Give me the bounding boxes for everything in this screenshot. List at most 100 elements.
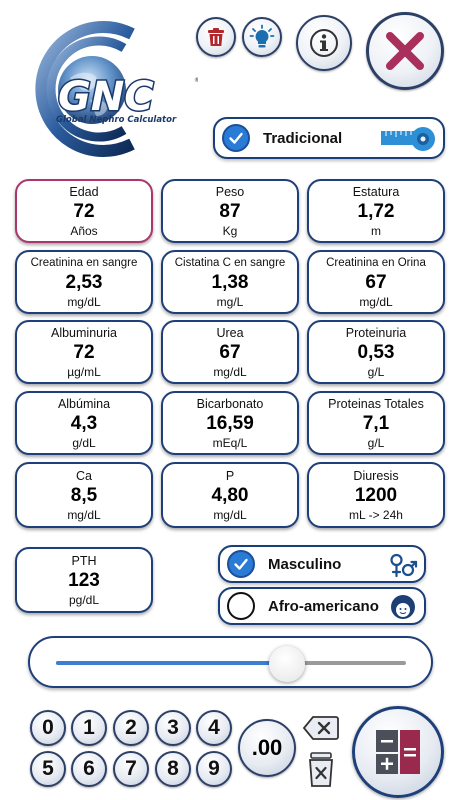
- logo-subtitle: Global Nephro Calculator: [56, 115, 177, 125]
- field-p[interactable]: P 4,80 mg/dL: [161, 462, 299, 528]
- field-estatura[interactable]: Estatura 1,72 m: [307, 179, 445, 243]
- field-unit: µg/mL: [67, 364, 101, 379]
- close-button[interactable]: [366, 12, 444, 90]
- key-2[interactable]: 2: [113, 710, 149, 746]
- field-value: 87: [219, 200, 241, 222]
- field-pth[interactable]: PTH 123 pg/dL: [15, 547, 153, 613]
- field-albuminuria[interactable]: Albuminuria 72 µg/mL: [15, 320, 153, 384]
- field-unit: g/L: [367, 364, 385, 379]
- field-edad[interactable]: Edad 72 Años: [15, 179, 153, 243]
- key-3[interactable]: 3: [155, 710, 191, 746]
- field-creatinina-sangre[interactable]: Creatinina en sangre 2,53 mg/dL: [15, 250, 153, 314]
- field-label: Creatinina en sangre: [30, 256, 138, 269]
- field-value: 123: [68, 569, 100, 591]
- field-unit: Años: [70, 223, 98, 238]
- field-value: 8,5: [70, 484, 98, 506]
- key-1[interactable]: 1: [71, 710, 107, 746]
- key-5[interactable]: 5: [30, 751, 66, 787]
- decimal-button[interactable]: .00: [238, 719, 296, 777]
- svg-text:®: ®: [194, 77, 198, 84]
- field-bicarbonato[interactable]: Bicarbonato 16,59 mEq/L: [161, 391, 299, 455]
- calculate-button[interactable]: [352, 706, 444, 798]
- clear-icon: [309, 752, 333, 787]
- field-label: Cistatina C en sangre: [174, 256, 286, 269]
- field-albumina[interactable]: Albúmina 4,3 g/dL: [15, 391, 153, 455]
- field-label: Estatura: [352, 184, 400, 199]
- field-value: 4,80: [211, 484, 249, 506]
- field-label: Peso: [215, 184, 245, 199]
- tradicional-toggle[interactable]: Tradicional: [213, 117, 445, 159]
- field-cistatina-c[interactable]: Cistatina C en sangre 1,38 mg/L: [161, 250, 299, 314]
- field-label: Diuresis: [353, 468, 399, 483]
- field-unit: mEq/L: [212, 435, 248, 450]
- field-value: 1,38: [211, 271, 249, 293]
- masculino-label: Masculino: [268, 555, 342, 573]
- tradicional-checkbox[interactable]: [222, 124, 250, 152]
- field-label: Creatinina en Orina: [326, 256, 426, 269]
- trash-icon: [208, 28, 224, 46]
- field-label: Albuminuria: [50, 325, 117, 340]
- field-value: 1,72: [357, 200, 395, 222]
- tips-button[interactable]: [242, 17, 282, 57]
- field-urea[interactable]: Urea 67 mg/dL: [161, 320, 299, 384]
- field-value: 2,53: [65, 271, 103, 293]
- field-value: 7,1: [362, 412, 390, 434]
- key-9[interactable]: 9: [196, 751, 232, 787]
- info-button[interactable]: [296, 15, 352, 71]
- backspace-icon: [303, 716, 339, 740]
- field-proteinuria[interactable]: Proteinuria 0,53 g/L: [307, 320, 445, 384]
- key-8[interactable]: 8: [155, 751, 191, 787]
- field-label: Bicarbonato: [196, 396, 264, 411]
- field-label: PTH: [71, 553, 97, 568]
- gender-icon: [390, 553, 418, 578]
- calculator-icon: [376, 730, 420, 774]
- backspace-button[interactable]: [302, 710, 340, 746]
- masculino-toggle[interactable]: Masculino: [218, 545, 426, 583]
- afro-americano-toggle[interactable]: Afro-americano: [218, 587, 426, 625]
- field-unit: mL -> 24h: [349, 507, 403, 522]
- field-unit: g/L: [367, 435, 385, 450]
- slider-thumb[interactable]: [269, 646, 305, 682]
- field-value: 72: [73, 341, 95, 363]
- field-value: 4,3: [70, 412, 98, 434]
- field-label: Edad: [69, 184, 99, 199]
- field-value: 67: [219, 341, 241, 363]
- masculino-checkbox[interactable]: [227, 550, 255, 578]
- key-4[interactable]: 4: [196, 710, 232, 746]
- lightbulb-icon: [249, 24, 275, 48]
- key-6[interactable]: 6: [71, 751, 107, 787]
- field-creatinina-orina[interactable]: Creatinina en Orina 67 mg/dL: [307, 250, 445, 314]
- field-unit: mg/dL: [67, 507, 101, 522]
- slider-fill: [56, 661, 287, 665]
- field-unit: mg/dL: [359, 294, 393, 309]
- close-icon: [386, 32, 424, 70]
- field-proteinas-totales[interactable]: Proteinas Totales 7,1 g/L: [307, 391, 445, 455]
- slider-track[interactable]: [56, 661, 406, 665]
- trash-button[interactable]: [196, 17, 236, 57]
- field-label: Albúmina: [57, 396, 111, 411]
- field-diuresis[interactable]: Diuresis 1200 mL -> 24h: [307, 462, 445, 528]
- clear-button[interactable]: [304, 750, 338, 790]
- field-unit: mg/L: [216, 294, 244, 309]
- key-7[interactable]: 7: [113, 751, 149, 787]
- field-label: Urea: [216, 325, 244, 340]
- field-value: 67: [365, 271, 387, 293]
- field-unit: mg/dL: [213, 364, 247, 379]
- gnc-logo: GNC ® Global Nephro Calculator: [20, 18, 200, 160]
- tradicional-label: Tradicional: [263, 129, 343, 147]
- logo-letters: GNC: [58, 74, 154, 120]
- key-0[interactable]: 0: [30, 710, 66, 746]
- tape-measure-icon: [381, 127, 435, 151]
- field-value: 72: [73, 200, 95, 222]
- field-label: Proteinas Totales: [328, 396, 424, 411]
- field-unit: mg/dL: [67, 294, 101, 309]
- field-peso[interactable]: Peso 87 Kg: [161, 179, 299, 243]
- field-ca[interactable]: Ca 8,5 mg/dL: [15, 462, 153, 528]
- field-unit: mg/dL: [213, 507, 247, 522]
- field-value: 1200: [354, 484, 398, 506]
- field-unit: g/dL: [72, 435, 96, 450]
- value-slider[interactable]: [28, 636, 433, 688]
- field-unit: m: [371, 223, 381, 238]
- field-label: Proteinuria: [345, 325, 407, 340]
- afro-americano-checkbox[interactable]: [227, 592, 255, 620]
